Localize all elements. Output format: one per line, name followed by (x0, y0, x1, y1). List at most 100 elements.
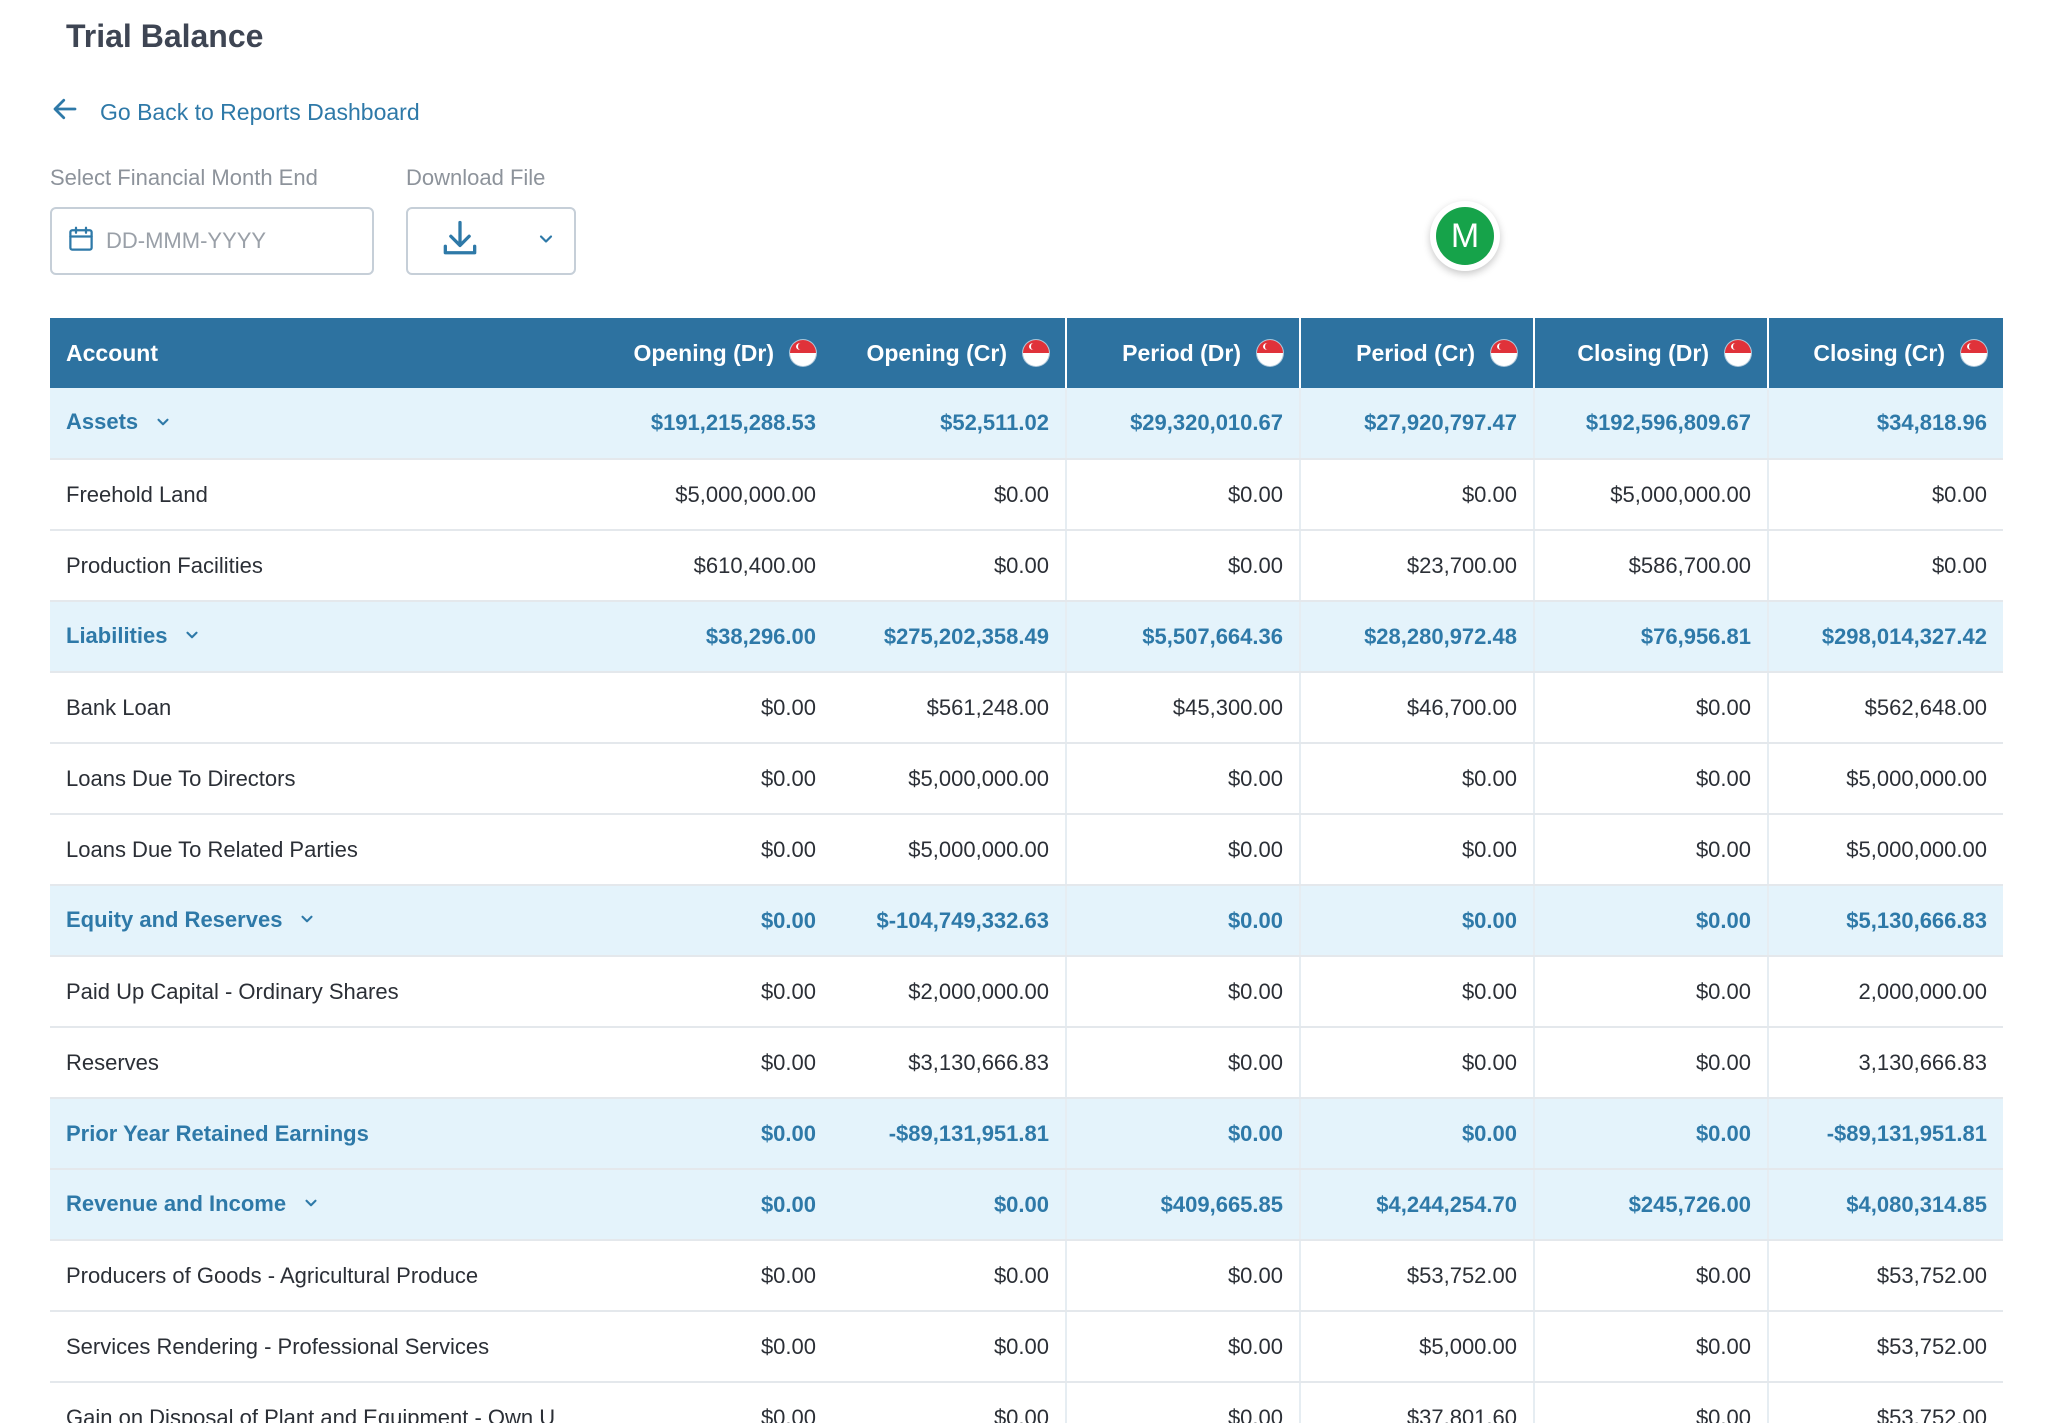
account-cell: Production Facilities (50, 530, 596, 602)
singapore-flag-icon (1023, 340, 1049, 366)
amount-cell: $27,920,797.47 (1299, 388, 1534, 460)
chevron-down-icon[interactable] (298, 908, 316, 934)
account-name: Producers of Goods - Agricultural Produc… (66, 1262, 479, 1288)
amount-cell: $76,956.81 (1533, 601, 1768, 673)
amount-cell: $37,801.60 (1299, 1382, 1534, 1423)
account-cell: Prior Year Retained Earnings (50, 1098, 596, 1170)
amount-cell: $561,248.00 (832, 672, 1066, 744)
amount-cell: -$89,131,951.81 (832, 1098, 1066, 1170)
amount-cell: $5,000,000.00 (832, 814, 1066, 886)
account-cell: Assets (50, 388, 596, 460)
column-header-account[interactable]: Account (50, 318, 596, 388)
amount-cell: $0.00 (1299, 956, 1534, 1028)
amount-cell: $0.00 (832, 1240, 1066, 1312)
singapore-flag-icon (1725, 340, 1751, 366)
calendar-icon (66, 224, 96, 259)
account-name: Production Facilities (66, 552, 263, 578)
amount-cell: $5,000,000.00 (1533, 459, 1768, 531)
account-cell: Paid Up Capital - Ordinary Shares (50, 956, 596, 1028)
chevron-down-icon[interactable] (302, 1192, 320, 1218)
amount-cell: $610,400.00 (596, 530, 832, 602)
account-name: Revenue and Income (66, 1190, 287, 1216)
amount-cell: $0.00 (1065, 814, 1300, 886)
table-group-row[interactable]: Equity and Reserves $0.00 $-104,749,332.63… (50, 885, 2003, 957)
amount-cell: $0.00 (596, 956, 832, 1028)
column-header-closing-cr[interactable]: Closing (Cr) (1767, 318, 2003, 388)
amount-cell: $0.00 (1065, 1098, 1300, 1170)
account-name: Services Rendering - Professional Servic… (66, 1333, 490, 1359)
column-header-opening-cr[interactable]: Opening (Cr) (832, 318, 1066, 388)
amount-cell: $5,507,664.36 (1065, 601, 1300, 673)
amount-cell: $52,511.02 (832, 388, 1066, 460)
table-row: Loans Due To Related Parties $0.00 $5,000,… (50, 814, 2003, 886)
amount-cell: $53,752.00 (1767, 1240, 2003, 1312)
amount-cell: $0.00 (1533, 1311, 1768, 1383)
singapore-flag-icon (1491, 340, 1517, 366)
table-group-row[interactable]: Prior Year Retained Earnings $0.00 -$89,13… (50, 1098, 2003, 1170)
arrow-left-icon (50, 94, 80, 130)
amount-cell: $0.00 (1065, 530, 1300, 602)
chevron-down-icon (536, 229, 556, 254)
amount-cell: $0.00 (596, 885, 832, 957)
amount-cell: $0.00 (1533, 956, 1768, 1028)
account-name: Paid Up Capital - Ordinary Shares (66, 978, 399, 1004)
account-cell: Loans Due To Related Parties (50, 814, 596, 886)
amount-cell: $0.00 (1299, 743, 1534, 815)
amount-cell: $0.00 (1065, 459, 1300, 531)
account-name: Assets (66, 409, 139, 435)
amount-cell: $0.00 (1065, 885, 1300, 957)
amount-cell: $0.00 (1533, 743, 1768, 815)
back-to-dashboard-link[interactable]: Go Back to Reports Dashboard (50, 94, 420, 130)
user-avatar[interactable]: M (1430, 201, 1500, 271)
table-row: Freehold Land $5,000,000.00 $0.00 $0.00 $0.0… (50, 459, 2003, 531)
amount-cell: $0.00 (832, 1382, 1066, 1423)
amount-cell: $0.00 (596, 1240, 832, 1312)
table-group-row[interactable]: Revenue and Income $0.00 $0.00 $409,665.85 $… (50, 1169, 2003, 1241)
amount-cell: $0.00 (596, 672, 832, 744)
column-header-label: Opening (Cr) (866, 339, 1007, 366)
account-cell: Reserves (50, 1027, 596, 1099)
chevron-down-icon[interactable] (183, 624, 201, 650)
column-header-label: Closing (Dr) (1577, 339, 1709, 366)
column-header-label: Period (Cr) (1356, 339, 1475, 366)
amount-cell: $0.00 (1767, 530, 2003, 602)
column-header-closing-dr[interactable]: Closing (Dr) (1533, 318, 1768, 388)
chevron-down-icon[interactable] (154, 411, 172, 437)
table-group-row[interactable]: Assets $191,215,288.53 $52,511.02 $29,320,0… (50, 388, 2003, 460)
amount-cell: $38,296.00 (596, 601, 832, 673)
amount-cell: $5,130,666.83 (1767, 885, 2003, 957)
month-end-picker[interactable] (50, 207, 374, 275)
amount-cell: $562,648.00 (1767, 672, 2003, 744)
amount-cell: $275,202,358.49 (832, 601, 1066, 673)
amount-cell: $3,130,666.83 (832, 1027, 1066, 1099)
amount-cell: $5,000,000.00 (1767, 814, 2003, 886)
column-header-opening-dr[interactable]: Opening (Dr) (596, 318, 832, 388)
column-header-label: Period (Dr) (1122, 339, 1241, 366)
month-end-input[interactable] (106, 228, 336, 254)
amount-cell: $0.00 (1299, 814, 1534, 886)
amount-cell: $2,000,000.00 (832, 956, 1066, 1028)
table-row: Bank Loan $0.00 $561,248.00 $45,300.00 $46,7… (50, 672, 2003, 744)
column-header-period-dr[interactable]: Period (Dr) (1065, 318, 1300, 388)
amount-cell: $0.00 (1533, 672, 1768, 744)
table-row: Paid Up Capital - Ordinary Shares $0.00 $2… (50, 956, 2003, 1028)
month-end-label: Select Financial Month End (50, 165, 318, 190)
singapore-flag-icon (790, 340, 816, 366)
amount-cell: 2,000,000.00 (1767, 956, 2003, 1028)
amount-cell: $0.00 (832, 1169, 1066, 1241)
account-name: Reserves (66, 1049, 159, 1075)
account-name: Freehold Land (66, 481, 208, 507)
amount-cell: $0.00 (1533, 1098, 1768, 1170)
download-file-dropdown[interactable] (406, 207, 576, 275)
column-header-period-cr[interactable]: Period (Cr) (1299, 318, 1534, 388)
table-group-row[interactable]: Liabilities $38,296.00 $275,202,358.49 $5,5… (50, 601, 2003, 673)
amount-cell: $409,665.85 (1065, 1169, 1300, 1241)
table-row: Loans Due To Directors $0.00 $5,000,000.00… (50, 743, 2003, 815)
account-name: Liabilities (66, 622, 168, 648)
account-name: Loans Due To Related Parties (66, 836, 358, 862)
account-cell: Liabilities (50, 601, 596, 673)
column-header-label: Closing (Cr) (1813, 339, 1945, 366)
amount-cell: $245,726.00 (1533, 1169, 1768, 1241)
download-icon (438, 217, 482, 266)
amount-cell: $29,320,010.67 (1065, 388, 1300, 460)
